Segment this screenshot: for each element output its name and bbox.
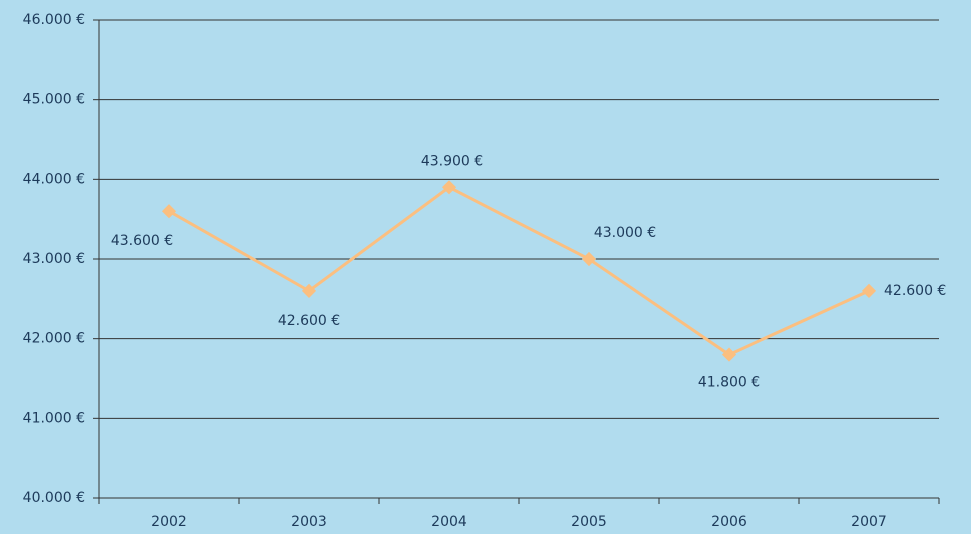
marker [161,204,177,219]
data-label: 41.800 € [698,375,760,391]
line [168,185,870,357]
x-tick-label: 2005 [571,514,607,530]
data-label: 43.900 € [421,153,483,169]
y-tick-label: 46.000 € [23,12,85,28]
marker [861,283,877,298]
x-tick-label: 2002 [151,514,187,530]
marker [441,180,457,195]
y-tick-label: 45.000 € [23,92,85,108]
y-tick-label: 43.000 € [23,251,85,267]
marker [721,347,737,362]
marker [301,283,317,298]
x-tick-label: 2006 [711,514,747,530]
y-tick-label: 44.000 € [23,171,85,187]
marker [581,251,597,267]
data-label: 42.600 € [884,283,946,299]
y-tick-label: 42.000 € [23,331,85,347]
y-tick-label: 41.000 € [23,410,85,426]
y-tick-label: 40.000 € [23,490,85,506]
x-tick-label: 2003 [291,514,327,530]
data-label: 43.600 € [111,233,173,249]
x-tick-label: 2004 [431,514,467,530]
data-label: 42.600 € [278,313,340,329]
x-tick-label: 2007 [851,514,887,530]
data-label: 43.000 € [594,225,656,241]
